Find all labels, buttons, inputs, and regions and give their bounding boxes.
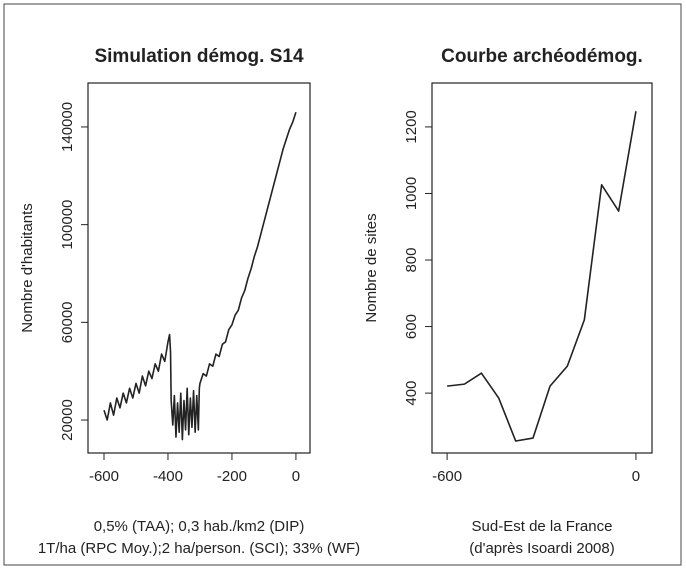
x-tick-label: -400 [153,468,183,485]
caption: 1T/ha (RPC Moy.);2 ha/person. (SCI); 33%… [38,540,360,557]
y-tick-label: 800 [403,247,420,272]
y-axis-label: Nombre de sites [363,213,380,322]
y-tick-label: 400 [403,381,420,406]
plot-box [87,82,311,454]
y-tick-label: 600 [403,314,420,339]
caption: Sud-Est de la France [472,518,613,535]
y-tick-label: 140000 [59,102,76,152]
y-axis-label: Nombre d'habitants [19,203,36,333]
x-tick-label: -600 [432,468,462,485]
data-line [447,111,637,442]
caption: (d'après Isoardi 2008) [469,540,614,557]
x-tick-label: 0 [292,468,300,485]
y-tick-label: 100000 [59,200,76,250]
x-tick-label: -200 [217,468,247,485]
y-tick-label: 60000 [59,301,76,343]
chart-title: Simulation démog. S14 [94,46,303,67]
x-tick-label: 0 [632,468,640,485]
y-tick-label: 20000 [59,399,76,441]
data-line [103,112,297,441]
chart-title: Courbe archéodémog. [441,46,643,67]
y-tick-label: 1000 [403,177,420,210]
x-tick-label: -600 [89,468,119,485]
plot-box [431,82,653,454]
y-tick-label: 1200 [403,110,420,143]
caption: 0,5% (TAA); 0,3 hab./km2 (DIP) [94,518,305,535]
frame [3,3,682,566]
